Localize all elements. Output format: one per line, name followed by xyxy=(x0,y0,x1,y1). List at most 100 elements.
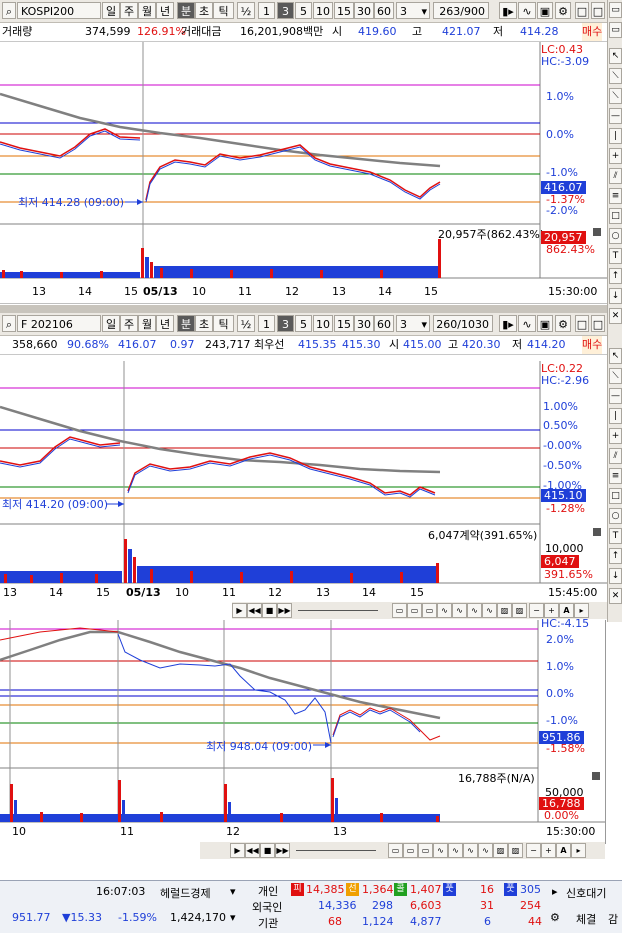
chart1-period-select[interactable]: 3 ▾ xyxy=(396,2,430,19)
search-icon[interactable]: ⌕ xyxy=(2,2,16,19)
zoom-out-icon[interactable]: − xyxy=(529,603,544,618)
chart2-code-input[interactable]: F 202106 xyxy=(17,315,101,332)
chart2-half-button[interactable]: ½ xyxy=(237,315,255,332)
line-tool-icon[interactable]: ∿ xyxy=(518,315,536,332)
tool-icon[interactable]: ∿ xyxy=(433,843,448,858)
chevron-right-icon[interactable]: ▸ xyxy=(571,843,586,858)
ellipse-icon[interactable]: ○ xyxy=(609,508,622,524)
line-icon[interactable]: ⟍ xyxy=(609,368,622,384)
close-icon[interactable]: □ xyxy=(591,315,605,332)
chart1-tab-year[interactable]: 년 xyxy=(156,2,174,19)
chart1-tab-minute[interactable]: 분 xyxy=(177,2,195,19)
tool-icon[interactable]: ∿ xyxy=(437,603,452,618)
rect-icon[interactable]: □ xyxy=(609,488,622,504)
delete-icon[interactable]: ✕ xyxy=(609,588,622,604)
rewind-icon[interactable]: ◀◀ xyxy=(245,843,260,858)
chart2-tab-day[interactable]: 일 xyxy=(102,315,120,332)
chart2-interval-5[interactable]: 5 xyxy=(295,315,312,332)
chevron-right-icon[interactable]: ▸ xyxy=(574,603,589,618)
channel-icon[interactable]: ⫽ xyxy=(609,168,622,184)
status-more[interactable]: 감 xyxy=(608,913,619,926)
tool-icon[interactable]: ▭ xyxy=(418,843,433,858)
chart1-interval-15[interactable]: 15 xyxy=(334,2,354,19)
splitter[interactable] xyxy=(0,305,607,313)
chart1-tab-tick[interactable]: 틱 xyxy=(213,2,234,19)
chart1-interval-10[interactable]: 10 xyxy=(313,2,333,19)
chart2-count-input[interactable]: 260/1030 xyxy=(433,315,493,332)
zoom-in-icon[interactable]: + xyxy=(544,603,559,618)
chart2-tab-minute[interactable]: 분 xyxy=(177,315,195,332)
tool-icon[interactable]: ∿ xyxy=(482,603,497,618)
chart1-interval-30[interactable]: 30 xyxy=(354,2,374,19)
gear-icon[interactable]: ⚙ xyxy=(555,2,571,19)
tool-icon[interactable]: ∿ xyxy=(452,603,467,618)
chart2-area[interactable]: LC:0.22 HC:-2.96 1.00% 0.50% -0.00% -0.5… xyxy=(0,361,607,602)
scroll-slider[interactable] xyxy=(296,850,376,851)
scroll-slider[interactable] xyxy=(298,610,378,611)
play-icon[interactable]: ▶ xyxy=(232,603,247,618)
tool-icon[interactable]: ∿ xyxy=(463,843,478,858)
chart1-tab-week[interactable]: 주 xyxy=(120,2,138,19)
window-icon[interactable]: ▭ xyxy=(609,2,622,18)
gear-icon[interactable]: ⚙ xyxy=(550,911,560,924)
status-signal[interactable]: 신호대기 xyxy=(566,887,607,900)
chart1-tab-second[interactable]: 초 xyxy=(195,2,213,19)
chart2-tab-second[interactable]: 초 xyxy=(195,315,213,332)
play-icon[interactable]: ▶ xyxy=(230,843,245,858)
tool-icon[interactable]: ▨ xyxy=(493,843,508,858)
line-tool-icon[interactable]: ∿ xyxy=(518,2,536,19)
tool-icon[interactable]: ▭ xyxy=(403,843,418,858)
zoom-in-icon[interactable]: + xyxy=(541,843,556,858)
chart1-half-button[interactable]: ½ xyxy=(237,2,255,19)
forward-icon[interactable]: ▶▶ xyxy=(277,603,292,618)
chart2-tab-tick[interactable]: 틱 xyxy=(213,315,234,332)
tool-icon[interactable]: ▨ xyxy=(508,843,523,858)
tool-icon[interactable]: ▭ xyxy=(422,603,437,618)
cross-icon[interactable]: + xyxy=(609,428,622,444)
chart1-tab-month[interactable]: 월 xyxy=(138,2,156,19)
chart2-interval-1[interactable]: 1 xyxy=(258,315,275,332)
tool-icon[interactable]: ▨ xyxy=(497,603,512,618)
chart1-interval-5[interactable]: 5 xyxy=(295,2,312,19)
checkbox-icon[interactable]: □ xyxy=(575,315,589,332)
vline-icon[interactable]: | xyxy=(609,408,622,424)
channel-icon[interactable]: ⫽ xyxy=(609,448,622,464)
status-settings[interactable]: 체결 xyxy=(576,913,597,926)
text-icon[interactable]: T xyxy=(609,248,622,264)
chart1-code-input[interactable]: KOSPI200 xyxy=(17,2,101,19)
delete-icon[interactable]: ✕ xyxy=(609,308,622,324)
chart2-interval-3[interactable]: 3 xyxy=(277,315,294,332)
chart2-interval-10[interactable]: 10 xyxy=(313,315,333,332)
arrow-icon[interactable]: ↓ xyxy=(609,568,622,584)
tool-icon[interactable]: ▭ xyxy=(407,603,422,618)
arrow-icon[interactable]: ↑ xyxy=(609,548,622,564)
chevron-down-icon[interactable]: ▾ xyxy=(230,911,236,924)
rect-icon[interactable]: □ xyxy=(609,208,622,224)
chart2-tab-month[interactable]: 월 xyxy=(138,315,156,332)
chart2-interval-60[interactable]: 60 xyxy=(374,315,394,332)
cross-icon[interactable]: + xyxy=(609,148,622,164)
close-icon[interactable]: □ xyxy=(591,2,605,19)
tool-icon[interactable]: ∿ xyxy=(448,843,463,858)
chart1-interval-60[interactable]: 60 xyxy=(374,2,394,19)
arrow-icon[interactable]: ↑ xyxy=(609,268,622,284)
stop-icon[interactable]: ■ xyxy=(262,603,277,618)
ellipse-icon[interactable]: ○ xyxy=(609,228,622,244)
chart1-tab-day[interactable]: 일 xyxy=(102,2,120,19)
chart1-interval-1[interactable]: 1 xyxy=(258,2,275,19)
tool-icon[interactable]: ▭ xyxy=(388,843,403,858)
forward-icon[interactable]: ▶▶ xyxy=(275,843,290,858)
chart2-interval-15[interactable]: 15 xyxy=(334,315,354,332)
hline-icon[interactable]: — xyxy=(609,388,622,404)
arrow-icon[interactable]: ↓ xyxy=(609,288,622,304)
chevron-right-icon[interactable]: ▸ xyxy=(552,885,558,898)
candle-settings-icon[interactable]: ▮▸ xyxy=(499,315,517,332)
chart2-interval-30[interactable]: 30 xyxy=(354,315,374,332)
candle-settings-icon[interactable]: ▮▸ xyxy=(499,2,517,19)
panel-close-icon[interactable] xyxy=(592,772,600,780)
fib-icon[interactable]: ≡ xyxy=(609,468,622,484)
zoom-out-icon[interactable]: − xyxy=(526,843,541,858)
tool-icon[interactable]: ▨ xyxy=(512,603,527,618)
chart1-area[interactable]: LC:0.43 HC:-3.09 1.0% 0.0% -1.0% 416.07 … xyxy=(0,42,607,304)
search-icon[interactable]: ⌕ xyxy=(2,315,16,332)
